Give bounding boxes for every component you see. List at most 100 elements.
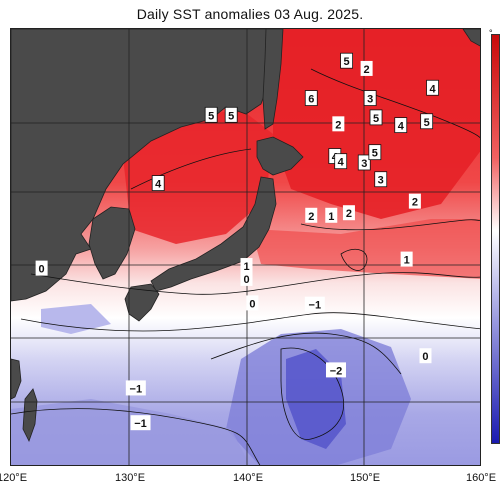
land-shikoku-kyushu xyxy=(124,283,160,322)
land-hokkaido xyxy=(256,136,304,176)
anomaly-label: 6 xyxy=(304,90,318,106)
land-korea xyxy=(88,206,136,280)
colorbar-unit-mark: ° xyxy=(489,28,493,38)
anomaly-label: 5 xyxy=(368,144,382,161)
anomaly-label-text: 4 xyxy=(398,121,405,133)
anomaly-label: 0 xyxy=(419,348,432,364)
anomaly-label-text: 5 xyxy=(373,113,379,125)
anomaly-label-box xyxy=(369,109,383,126)
anomaly-label: 3 xyxy=(363,90,377,106)
anomaly-label-box xyxy=(400,251,413,267)
anomaly-label: −1 xyxy=(125,380,146,396)
anomaly-label-text: 3 xyxy=(367,94,373,106)
anomaly-label-box xyxy=(125,380,146,396)
anomaly-label-text: 0 xyxy=(243,274,249,286)
anomaly-label-text: 6 xyxy=(308,94,314,106)
x-tick-120: 120°E xyxy=(0,472,28,484)
anomaly-label-box xyxy=(342,205,355,221)
anomaly-label: 4 xyxy=(426,79,439,96)
anomaly-label-text: 5 xyxy=(228,110,234,122)
anomaly-label-box xyxy=(130,415,151,431)
contour-line xyxy=(30,272,480,295)
anomaly-label: 3 xyxy=(357,154,371,171)
anomaly-label: 5 xyxy=(420,113,434,130)
colorbar xyxy=(491,34,500,444)
anomaly-label: 0 xyxy=(35,260,48,276)
anomaly-label: 0 xyxy=(246,295,259,311)
anomaly-label: −1 xyxy=(304,296,325,312)
anomaly-label-text: 5 xyxy=(372,148,378,160)
anomaly-label-box xyxy=(305,207,318,223)
land-kamchatka-tip xyxy=(462,29,480,47)
land-honshu xyxy=(150,176,277,292)
anomaly-label: 2 xyxy=(305,207,318,223)
anomaly-label-box xyxy=(408,193,421,209)
anomaly-label-box xyxy=(374,171,388,188)
land-sakhalin xyxy=(262,29,284,130)
anomaly-label-text: 1 xyxy=(328,211,334,223)
anomaly-label-box xyxy=(240,270,253,286)
anomaly-label-box xyxy=(325,207,338,223)
x-tick-160: 160°E xyxy=(465,472,497,484)
anomaly-label-box xyxy=(151,175,165,191)
contour-line xyxy=(280,347,344,440)
anomaly-label-box xyxy=(357,154,371,171)
anomaly-label-text: 0 xyxy=(422,351,428,363)
anomaly-label-text: 1 xyxy=(404,255,410,267)
anomaly-label-box xyxy=(340,52,353,69)
anomaly-label-text: 4 xyxy=(429,83,436,95)
anomaly-label: 0 xyxy=(240,270,253,286)
anomaly-label-text: 5 xyxy=(344,56,350,68)
anomaly-label: 5 xyxy=(340,52,353,69)
anomaly-label-box xyxy=(360,60,373,76)
anomaly-label: 5 xyxy=(224,106,238,123)
anomaly-label: 5 xyxy=(204,106,218,123)
map-frame: 52463552545443534221210100−10−2−1−1 xyxy=(10,28,481,466)
land-asia-mainland xyxy=(11,29,274,302)
anomaly-label-text: 2 xyxy=(412,197,418,209)
anomaly-label-text: −1 xyxy=(134,418,147,430)
anomaly-label-text: 1 xyxy=(243,261,249,273)
anomaly-label-text: 2 xyxy=(364,64,370,76)
anomaly-label-text: −1 xyxy=(309,300,322,312)
anomaly-label-box xyxy=(426,79,439,96)
anomaly-label: 1 xyxy=(325,207,338,223)
anomaly-label: −1 xyxy=(130,415,151,431)
anomaly-label-text: 4 xyxy=(155,179,162,191)
anomaly-label: 2 xyxy=(360,60,373,76)
x-tick-150: 150°E xyxy=(349,472,381,484)
anomaly-label-text: −2 xyxy=(330,365,343,377)
anomaly-label-box xyxy=(419,348,432,364)
anomaly-label-box xyxy=(334,153,348,170)
anomaly-label-text: 2 xyxy=(335,119,341,131)
anomaly-label: 3 xyxy=(374,171,388,188)
anomaly-label-text: −1 xyxy=(130,383,143,395)
anomaly-label-box xyxy=(363,90,377,106)
anomaly-label: 4 xyxy=(394,117,408,134)
anomaly-label-box xyxy=(420,113,434,130)
anomaly-label: 4 xyxy=(151,175,165,191)
anomaly-label: 5 xyxy=(369,109,383,126)
contour-line xyxy=(210,332,402,375)
warm-anomaly-japan-sea xyxy=(121,109,273,244)
x-tick-130: 130°E xyxy=(114,472,146,484)
contour-line xyxy=(20,312,480,332)
cool-anomaly-southwest xyxy=(11,399,250,465)
anomaly-label: 2 xyxy=(408,193,421,209)
anomaly-label: 4 xyxy=(334,153,348,170)
cool-anomaly-west xyxy=(41,304,111,334)
anomaly-label-text: 5 xyxy=(424,117,430,129)
anomaly-label-box xyxy=(394,117,408,134)
anomaly-label-text: 0 xyxy=(39,264,45,276)
anomaly-label-box xyxy=(240,258,253,274)
sst-anomaly-map: 52463552545443534221210100−10−2−1−1 xyxy=(11,29,480,465)
anomaly-label-box xyxy=(204,106,218,123)
anomaly-label-text: 5 xyxy=(208,110,214,122)
anomaly-label-text: 3 xyxy=(361,158,367,170)
anomaly-label: 1 xyxy=(400,251,413,267)
anomaly-label-box xyxy=(304,296,325,312)
anomaly-label-text: 4 xyxy=(338,157,345,169)
anomaly-label-text: 3 xyxy=(378,175,384,187)
anomaly-label: 2 xyxy=(342,205,355,221)
warm-anomaly-kuroshio xyxy=(251,219,480,279)
